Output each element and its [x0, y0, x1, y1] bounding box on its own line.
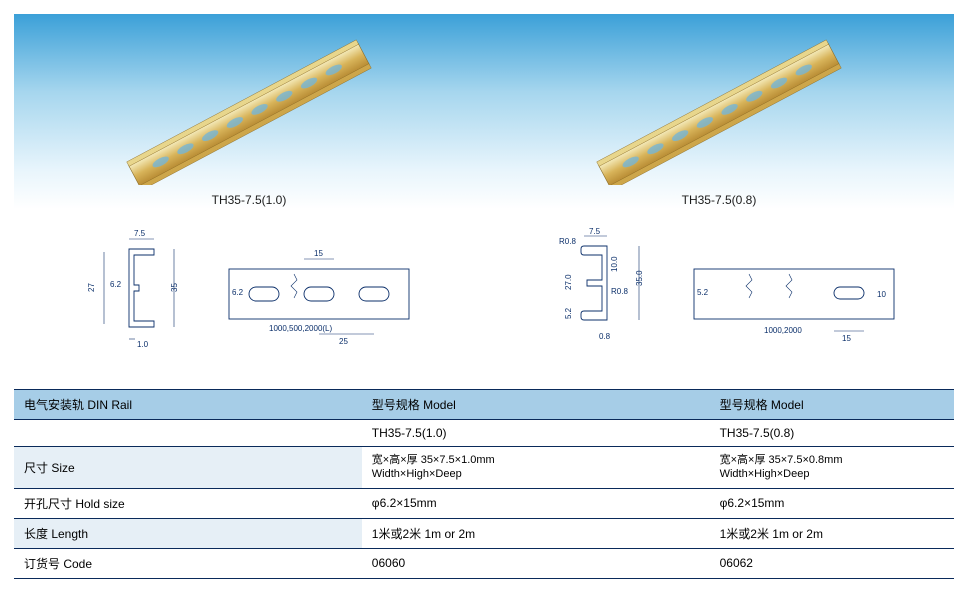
dim-h52-r: 5.2 — [564, 307, 573, 319]
dim-r08-t: R0.8 — [559, 237, 576, 246]
dim-top-width-r: 7.5 — [589, 227, 601, 236]
product-right-label: TH35-7.5(0.8) — [682, 193, 757, 207]
cell-code-2: 06062 — [710, 548, 954, 578]
dim-top-width-l: 7.5 — [134, 229, 146, 238]
profile-left: 7.5 27 35 6.2 1.0 — [74, 224, 194, 374]
th-din-rail: 电气安装轨 DIN Rail — [14, 390, 362, 420]
dim-slot-h-l: 6.2 — [232, 288, 244, 297]
diagram-left: 7.5 27 35 6.2 1.0 15 6.2 — [14, 209, 484, 389]
cell-size-1: 宽×高×厚 35×7.5×1.0mm Width×High×Deep — [362, 447, 710, 489]
dim-h35-l: 35 — [170, 283, 179, 292]
dim-len-l: 1000,500,2000(L) — [269, 324, 333, 333]
row-size-label: 尺寸 Size — [14, 447, 362, 489]
product-left: TH35-7.5(1.0) — [14, 14, 484, 209]
slot-right: 5.2 15 10 1000,2000 — [679, 239, 909, 359]
hero-banner: TH35-7.5(1.0) TH35-7.5(0.8) — [14, 14, 954, 209]
dim-h27-l: 27 — [87, 283, 96, 292]
dim-r08-m: R0.8 — [611, 287, 628, 296]
diagrams-row: 7.5 27 35 6.2 1.0 15 6.2 — [14, 209, 954, 389]
th-model-2: 型号规格 Model — [710, 390, 954, 420]
row-code-label: 订货号 Code — [14, 548, 362, 578]
dim-notch-l: 6.2 — [110, 280, 122, 289]
dim-slot-w-l: 15 — [314, 249, 323, 258]
dim-slot-gap-r: 10 — [877, 290, 886, 299]
product-left-label: TH35-7.5(1.0) — [212, 193, 287, 207]
table-row: 电气安装轨 DIN Rail 型号规格 Model 型号规格 Model — [14, 390, 954, 420]
dim-len-r: 1000,2000 — [764, 326, 802, 335]
dim-thick-r: 0.8 — [599, 332, 611, 341]
table-row: 尺寸 Size 宽×高×厚 35×7.5×1.0mm Width×High×De… — [14, 447, 954, 489]
table-row: 长度 Length 1米或2米 1m or 2m 1米或2米 1m or 2m — [14, 518, 954, 548]
dim-h10-r: 10.0 — [610, 256, 619, 272]
dim-h27-r: 27.0 — [564, 274, 573, 290]
dim-slot-w-r: 15 — [842, 334, 851, 343]
cell-model-1: TH35-7.5(1.0) — [362, 420, 710, 447]
cell-len-1: 1米或2米 1m or 2m — [362, 518, 710, 548]
size-1-top: 宽×高×厚 35×7.5×1.0mm — [372, 453, 700, 467]
th-model-1: 型号规格 Model — [362, 390, 710, 420]
table-row: 订货号 Code 06060 06062 — [14, 548, 954, 578]
cell-hole-1: φ6.2×15mm — [362, 488, 710, 518]
cell-hole-2: φ6.2×15mm — [710, 488, 954, 518]
diagram-right: R0.8 7.5 27.0 10.0 5.2 35.0 R0.8 0.8 5. — [484, 209, 954, 389]
cell-model-2: TH35-7.5(0.8) — [710, 420, 954, 447]
dim-pitch-l: 25 — [339, 337, 348, 346]
dim-slot-h-r: 5.2 — [697, 288, 709, 297]
cell-code-1: 06060 — [362, 548, 710, 578]
table-row: 开孔尺寸 Hold size φ6.2×15mm φ6.2×15mm — [14, 488, 954, 518]
slot-left: 15 6.2 25 1000,500,2000(L) — [214, 239, 424, 359]
size-2-bot: Width×High×Deep — [720, 467, 944, 481]
cell-len-2: 1米或2米 1m or 2m — [710, 518, 954, 548]
cell-blank — [14, 420, 362, 447]
cell-size-2: 宽×高×厚 35×7.5×0.8mm Width×High×Deep — [710, 447, 954, 489]
row-hole-label: 开孔尺寸 Hold size — [14, 488, 362, 518]
row-length-label: 长度 Length — [14, 518, 362, 548]
dim-thick-l: 1.0 — [137, 340, 149, 349]
table-row: TH35-7.5(1.0) TH35-7.5(0.8) — [14, 420, 954, 447]
product-right: TH35-7.5(0.8) — [484, 14, 954, 209]
rail-image-right — [579, 35, 859, 185]
rail-image-left — [109, 35, 389, 185]
profile-right: R0.8 7.5 27.0 10.0 5.2 35.0 R0.8 0.8 — [529, 224, 659, 374]
size-2-top: 宽×高×厚 35×7.5×0.8mm — [720, 453, 944, 467]
spec-table: 电气安装轨 DIN Rail 型号规格 Model 型号规格 Model TH3… — [14, 389, 954, 579]
dim-h35-r: 35.0 — [635, 270, 644, 286]
size-1-bot: Width×High×Deep — [372, 467, 700, 481]
